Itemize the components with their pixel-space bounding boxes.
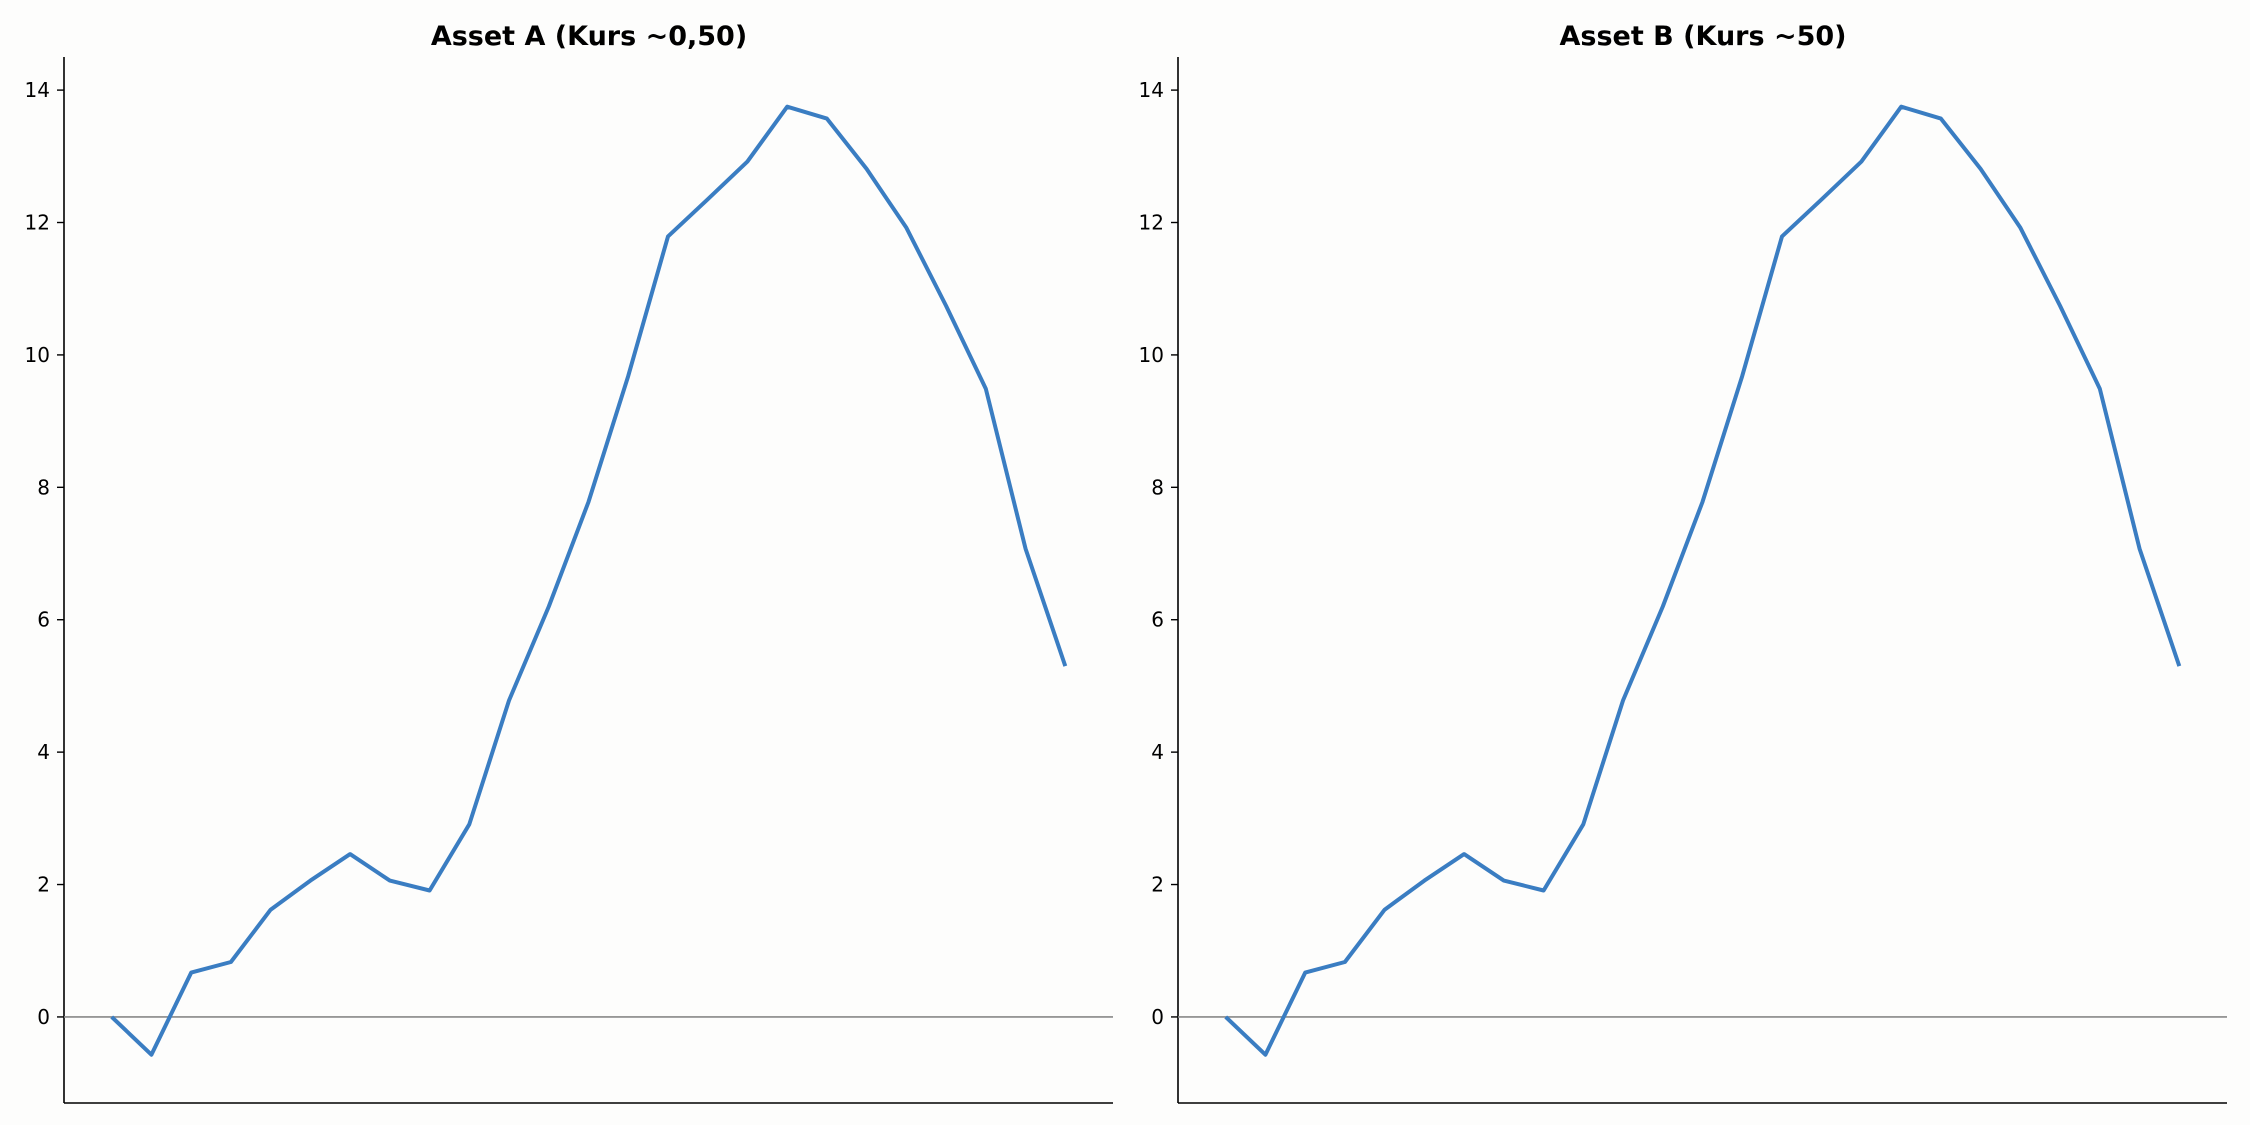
plot-area-asset-a: 0 2 4 6 8 10 12 14 [25, 57, 1113, 1104]
y-tick-label: 0 [37, 1005, 50, 1029]
y-tick-label: 0 [1151, 1005, 1164, 1029]
y-tick-label: 6 [1151, 608, 1164, 632]
y-tick-label: 14 [1139, 78, 1164, 102]
plot-area-asset-b: 0 2 4 6 8 10 12 14 [1139, 57, 2227, 1104]
y-tick-label: 8 [37, 475, 50, 499]
y-tick-label: 6 [37, 608, 50, 632]
chart-title-asset-a: Asset A (Kurs ~0,50) [431, 21, 747, 52]
y-tick-label: 2 [37, 873, 50, 897]
y-tick-label: 8 [1151, 475, 1164, 499]
chart-title-asset-b: Asset B (Kurs ~50) [1560, 21, 1847, 52]
y-tick-label: 12 [25, 211, 50, 235]
y-tick-label: 10 [25, 343, 50, 367]
y-tick-label: 14 [25, 78, 50, 102]
y-tick-label: 2 [1151, 873, 1164, 897]
y-tick-label: 4 [1151, 740, 1164, 764]
panel-asset-b: Asset B (Kurs ~50) 0 2 4 6 8 10 12 14 [1139, 21, 2227, 1104]
panel-asset-a: Asset A (Kurs ~0,50) 0 2 4 6 8 10 12 14 [25, 21, 1113, 1104]
y-tick-label: 4 [37, 740, 50, 764]
y-tick-label: 10 [1139, 343, 1164, 367]
y-tick-label: 12 [1139, 211, 1164, 235]
series-line-asset-a [110, 104, 1068, 1057]
series-line-asset-b [1224, 104, 2182, 1057]
